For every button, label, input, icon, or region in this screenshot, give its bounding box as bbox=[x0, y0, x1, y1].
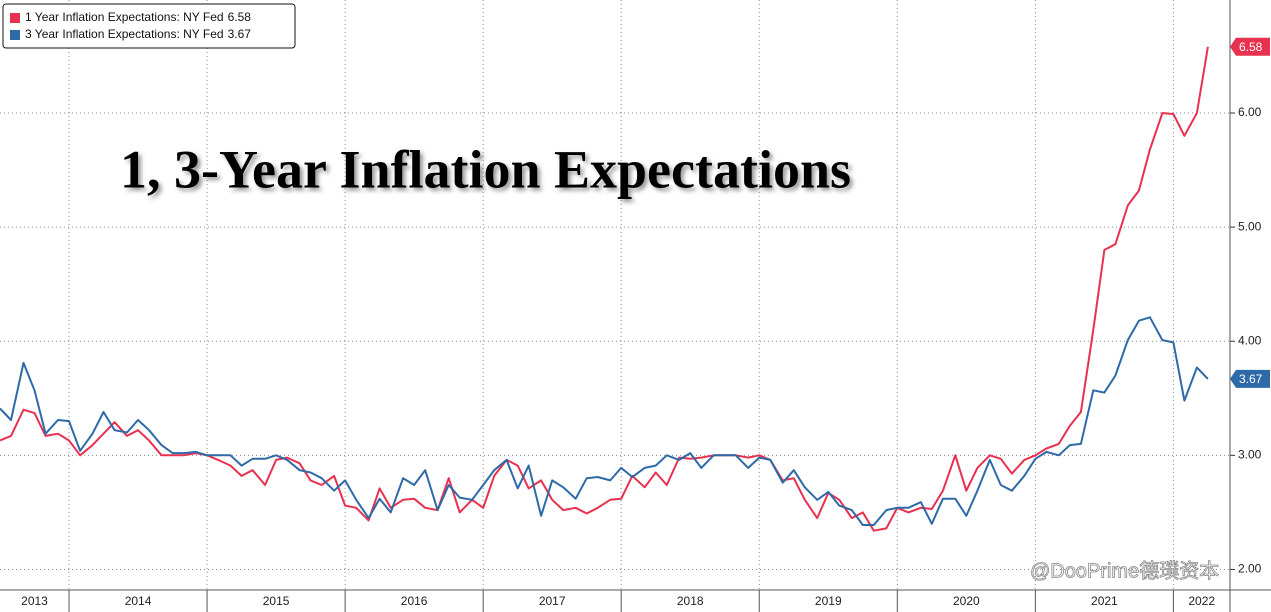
value-tag-label: 6.58 bbox=[1239, 40, 1263, 54]
y-tick-label: 5.00 bbox=[1238, 219, 1262, 233]
legend-label: 3 Year Inflation Expectations: NY Fed 3.6… bbox=[25, 27, 251, 41]
legend-name: 1 Year Inflation Expectations: NY Fed bbox=[25, 10, 224, 24]
legend-swatch bbox=[10, 13, 20, 23]
y-tick-label: 6.00 bbox=[1238, 105, 1262, 119]
x-tick-label: 2022 bbox=[1188, 594, 1215, 608]
lines bbox=[0, 46, 1209, 532]
value-tag bbox=[1230, 37, 1270, 56]
legend-value: 3.67 bbox=[228, 27, 252, 41]
x-tick-label: 2020 bbox=[953, 594, 980, 608]
chart-title: 1, 3-Year Inflation Expectations bbox=[120, 139, 851, 199]
x-tick-label: 2014 bbox=[125, 594, 152, 608]
y-tick-label: 3.00 bbox=[1238, 448, 1262, 462]
legend-value: 6.58 bbox=[228, 10, 252, 24]
x-tick-label: 2019 bbox=[815, 594, 842, 608]
legend-swatch bbox=[10, 30, 20, 40]
series-line bbox=[0, 316, 1209, 526]
x-tick-label: 2013 bbox=[21, 594, 48, 608]
y-tick-label: 2.00 bbox=[1238, 562, 1262, 576]
legend-label: 1 Year Inflation Expectations: NY Fed 6.5… bbox=[25, 10, 251, 24]
x-tick-label: 2015 bbox=[263, 594, 290, 608]
y-tick-label: 4.00 bbox=[1238, 333, 1262, 347]
x-tick-label: 2017 bbox=[539, 594, 566, 608]
legend: 1 Year Inflation Expectations: NY Fed 6.5… bbox=[2, 3, 296, 49]
x-tick-label: 2021 bbox=[1091, 594, 1118, 608]
x-tick-label: 2016 bbox=[401, 594, 428, 608]
x-tick-label: 2018 bbox=[677, 594, 704, 608]
watermark: @DooPrime德璞资本 bbox=[1030, 559, 1219, 582]
legend-name: 3 Year Inflation Expectations: NY Fed bbox=[25, 27, 224, 41]
value-tag-label: 3.67 bbox=[1239, 372, 1263, 386]
legend-box bbox=[2, 3, 296, 49]
value-tag bbox=[1230, 369, 1270, 388]
